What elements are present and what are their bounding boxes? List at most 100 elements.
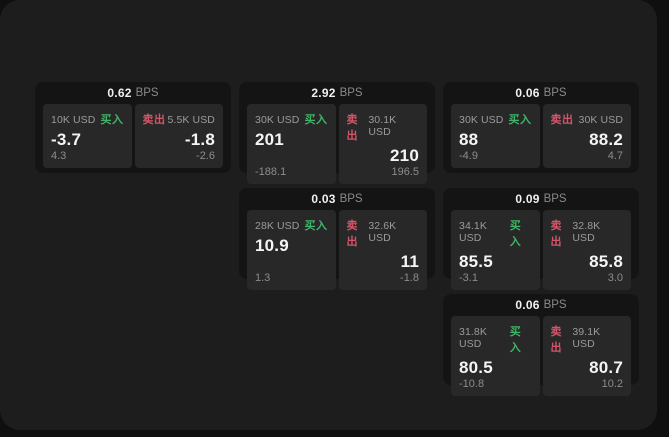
sell-panel[interactable]: 卖出 5.5K USD -1.8 -2.6 [134,104,223,168]
card-body: 31.8K USD 买入 80.5 -10.8 卖出 39.1K USD 80.… [451,316,631,396]
buy-panel[interactable]: 30K USD 买入 88 -4.9 [451,104,540,168]
buy-tag: 买入 [100,114,124,126]
sell-size-label: 30.1K USD [368,114,397,138]
buy-delta: 4.3 [51,150,67,162]
buy-panel[interactable]: 30K USD 买入 201 -188.1 [247,104,336,184]
sell-tag: 卖出 [550,220,562,248]
sell-panel[interactable]: 卖出 32.8K USD 85.8 3.0 [542,210,631,290]
sell-size-label: 5.5K USD [167,114,215,126]
spread-bps-value: 0.62 [107,86,132,100]
sell-delta: 3.0 [607,272,623,284]
sell-price: 11 [400,252,419,271]
spread-bps-unit: BPS [543,299,567,311]
card-header: 2.92 BPS [247,82,427,104]
quote-card: 0.03 BPS 28K USD 买入 10.9 1.3 卖出 32.6K US… [239,188,435,290]
buy-panel[interactable]: 10K USD 买入 -3.7 4.3 [43,104,132,168]
sell-delta: -2.6 [196,150,215,162]
panel-top: 30K USD 买入 [255,111,328,127]
buy-price: 201 [255,130,284,149]
buy-delta: -3.1 [459,272,478,284]
spread-bps-value: 0.03 [311,192,336,206]
sell-size-label: 30K USD [578,114,623,126]
buy-price: 80.5 [459,358,493,377]
panel-top: 31.8K USD 买入 [459,323,532,355]
quote-card: 0.09 BPS 34.1K USD 买入 85.5 -3.1 卖出 32.8K… [443,188,639,290]
buy-delta: -188.1 [255,166,287,178]
sell-price: 80.7 [589,358,623,377]
card-body: 30K USD 买入 88 -4.9 卖出 30K USD 88.2 4.7 [451,104,631,168]
buy-panel[interactable]: 34.1K USD 买入 85.5 -3.1 [451,210,540,290]
card-header: 0.06 BPS [451,294,631,316]
spread-bps-value: 0.09 [515,192,540,206]
spread-bps-unit: BPS [339,193,363,205]
card-header: 0.03 BPS [247,188,427,210]
panel-top: 卖出 5.5K USD [143,111,216,127]
quote-card: 0.06 BPS 31.8K USD 买入 80.5 -10.8 卖出 39.1… [443,294,639,396]
buy-tag: 买入 [304,220,328,232]
buy-delta: -4.9 [459,150,478,162]
panel-top: 卖出 30.1K USD [347,111,420,143]
quote-card: 2.92 BPS 30K USD 买入 201 -188.1 卖出 30.1K … [239,82,435,184]
sell-price: 85.8 [589,252,623,271]
card-body: 30K USD 买入 201 -188.1 卖出 30.1K USD 210 1… [247,104,427,184]
panel-top: 卖出 39.1K USD [551,323,624,355]
buy-price: 85.5 [459,252,493,271]
panel-top: 28K USD 买入 [255,217,328,233]
spread-bps-value: 0.06 [515,86,540,100]
quote-card: 0.62 BPS 10K USD 买入 -3.7 4.3 卖出 5.5K USD [35,82,231,173]
sell-panel[interactable]: 卖出 30K USD 88.2 4.7 [542,104,631,168]
sell-tag: 卖出 [142,114,166,126]
buy-price: 88 [459,130,479,149]
buy-panel[interactable]: 31.8K USD 买入 80.5 -10.8 [451,316,540,396]
sell-panel[interactable]: 卖出 32.6K USD 11 -1.8 [338,210,427,290]
sell-delta: 10.2 [601,378,623,390]
sell-tag: 卖出 [550,326,562,354]
buy-size-label: 34.1K USD [459,220,487,244]
card-header: 0.09 BPS [451,188,631,210]
quote-cards-grid: 0.62 BPS 10K USD 买入 -3.7 4.3 卖出 5.5K USD [35,82,639,396]
sell-tag: 卖出 [346,220,358,248]
buy-delta: -10.8 [459,378,485,390]
app-surface: 0.62 BPS 10K USD 买入 -3.7 4.3 卖出 5.5K USD [0,0,657,430]
buy-size-label: 30K USD [255,114,300,126]
buy-tag: 买入 [509,220,522,248]
sell-price: 88.2 [589,130,623,149]
spread-bps-unit: BPS [135,87,159,99]
sell-price: -1.8 [184,130,215,149]
buy-size-label: 28K USD [255,220,300,232]
sell-price: 210 [390,146,419,165]
sell-size-label: 39.1K USD [572,326,601,350]
card-body: 10K USD 买入 -3.7 4.3 卖出 5.5K USD -1.8 -2.… [43,104,223,168]
sell-tag: 卖出 [550,114,574,126]
card-header: 0.06 BPS [451,82,631,104]
card-body: 34.1K USD 买入 85.5 -3.1 卖出 32.8K USD 85.8… [451,210,631,290]
panel-top: 30K USD 买入 [459,111,532,127]
panel-top: 卖出 30K USD [551,111,624,127]
quote-card: 0.06 BPS 30K USD 买入 88 -4.9 卖出 30K USD [443,82,639,173]
buy-delta: 1.3 [255,272,271,284]
buy-tag: 买入 [509,326,522,354]
spread-bps-value: 0.06 [515,298,540,312]
panel-top: 34.1K USD 买入 [459,217,532,249]
card-header: 0.62 BPS [43,82,223,104]
sell-size-label: 32.8K USD [572,220,601,244]
sell-panel[interactable]: 卖出 30.1K USD 210 196.5 [338,104,427,184]
buy-size-label: 30K USD [459,114,504,126]
sell-panel[interactable]: 卖出 39.1K USD 80.7 10.2 [542,316,631,396]
panel-top: 卖出 32.8K USD [551,217,624,249]
panel-top: 10K USD 买入 [51,111,124,127]
panel-top: 卖出 32.6K USD [347,217,420,249]
sell-delta: 196.5 [391,166,419,178]
spread-bps-unit: BPS [339,87,363,99]
buy-size-label: 10K USD [51,114,96,126]
spread-bps-unit: BPS [543,87,567,99]
sell-delta: 4.7 [607,150,623,162]
buy-tag: 买入 [304,114,328,126]
spread-bps-unit: BPS [543,193,567,205]
buy-panel[interactable]: 28K USD 买入 10.9 1.3 [247,210,336,290]
card-body: 28K USD 买入 10.9 1.3 卖出 32.6K USD 11 -1.8 [247,210,427,290]
sell-delta: -1.8 [400,272,419,284]
spread-bps-value: 2.92 [311,86,336,100]
buy-price: 10.9 [255,236,289,255]
buy-tag: 买入 [508,114,532,126]
